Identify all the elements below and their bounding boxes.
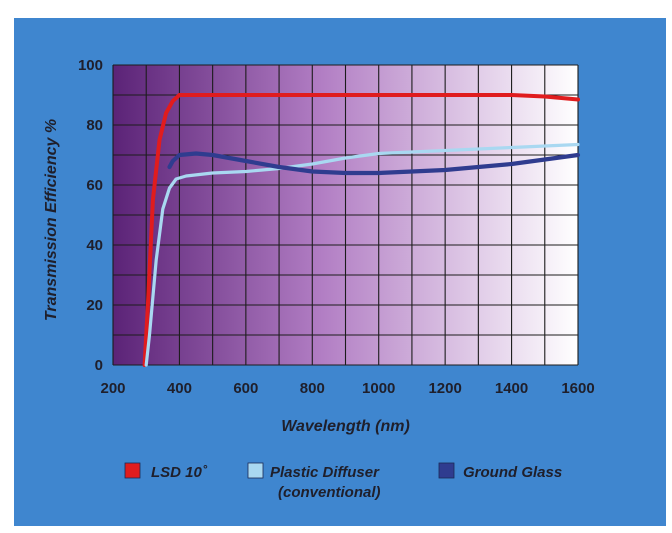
y-axis-title: Transmission Efficiency % [43, 119, 60, 321]
legend-swatch-ground-glass [438, 462, 455, 479]
y-tick-label: 0 [95, 357, 103, 374]
legend: LSD 10˚ Plastic Diffuser (conventional) … [124, 462, 562, 501]
x-tick-label: 1000 [362, 380, 395, 397]
series-line-2 [167, 151, 581, 176]
legend-swatch-lsd [124, 462, 141, 479]
legend-label-lsd: LSD 10˚ [151, 464, 208, 481]
legend-label-ground-glass: Ground Glass [463, 464, 562, 481]
series-line-0 [142, 93, 580, 367]
y-tick-label: 80 [86, 117, 103, 134]
x-axis-title: Wavelength (nm) [281, 418, 410, 435]
title-strip [0, 0, 672, 18]
x-tick-label: 600 [233, 380, 258, 397]
x-tick-label: 1200 [428, 380, 461, 397]
y-tick-label: 40 [86, 237, 103, 254]
series-lines [142, 93, 581, 367]
x-tick-label: 800 [300, 380, 325, 397]
legend-label-plastic-diffuser: Plastic Diffuser [270, 464, 380, 481]
y-tick-label: 60 [86, 177, 103, 194]
y-tick-label: 20 [86, 297, 103, 314]
tick-labels: 200 400 600 800 1000 1200 1400 1600 0 20 40 60 80 100 [78, 57, 595, 397]
y-tick-label: 100 [78, 57, 103, 74]
legend-swatch-plastic-diffuser [247, 462, 264, 479]
x-tick-label: 1600 [561, 380, 594, 397]
legend-label-plastic-diffuser-sub: (conventional) [278, 484, 381, 501]
x-tick-label: 200 [100, 380, 125, 397]
x-tick-label: 1400 [495, 380, 528, 397]
x-tick-label: 400 [167, 380, 192, 397]
